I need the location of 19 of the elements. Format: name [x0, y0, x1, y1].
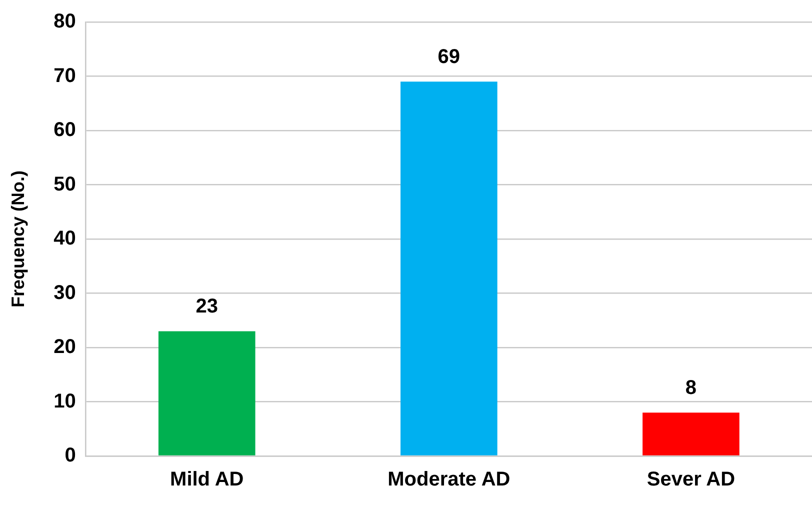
y-tick-label: 40 — [54, 228, 76, 250]
bar — [400, 82, 498, 456]
y-tick-label: 10 — [54, 390, 76, 412]
y-tick-label: 30 — [54, 282, 76, 304]
bar — [642, 412, 740, 456]
y-tick-label: 50 — [54, 173, 76, 196]
y-tick-label: 70 — [54, 64, 76, 87]
x-tick-label: Mild AD — [170, 468, 244, 491]
y-tick-label: 0 — [64, 444, 76, 467]
y-tick-label: 60 — [54, 119, 76, 142]
y-tick-label: 80 — [54, 10, 76, 33]
data-label: 69 — [438, 46, 460, 68]
x-tick-label: Moderate AD — [388, 468, 510, 491]
y-axis-title: Frequency (No.) — [8, 170, 28, 308]
y-tick-label: 20 — [54, 336, 76, 358]
x-tick-label: Sever AD — [646, 468, 736, 491]
data-label: 8 — [685, 377, 697, 400]
bar — [158, 331, 256, 456]
data-label: 23 — [196, 296, 218, 318]
